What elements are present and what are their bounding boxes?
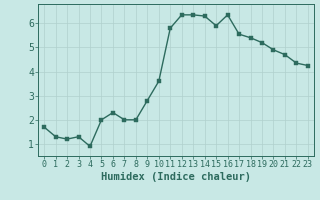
X-axis label: Humidex (Indice chaleur): Humidex (Indice chaleur) [101, 172, 251, 182]
